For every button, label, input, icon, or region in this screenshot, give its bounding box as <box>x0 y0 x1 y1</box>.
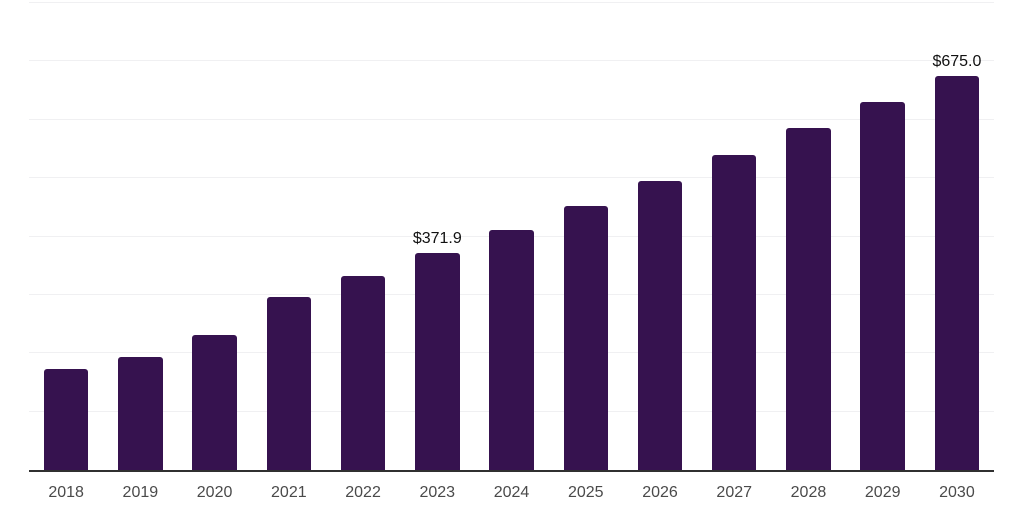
x-axis-label-2019: 2019 <box>122 484 159 501</box>
bar-slot-2019 <box>103 3 177 470</box>
bar-2030 <box>934 76 980 470</box>
bar-2020 <box>192 335 237 470</box>
bar-value-label-2023: $371.9 <box>412 229 462 247</box>
bar-slot-2027 <box>697 3 771 470</box>
bar-2021 <box>266 296 312 470</box>
x-axis-label-2021: 2021 <box>271 484 307 501</box>
bar-slot-2023: $371.9 <box>400 3 474 470</box>
bar-2022 <box>340 275 386 470</box>
x-axis-label-2018: 2018 <box>48 484 84 501</box>
bar-slot-2029 <box>846 3 920 470</box>
x-axis-label-2030: 2030 <box>939 484 975 501</box>
x-axis-label-2022: 2022 <box>345 484 381 501</box>
bar-slot-2022 <box>326 3 400 470</box>
bar-2018 <box>43 369 89 470</box>
bar-2023 <box>415 252 460 470</box>
gridline-800 <box>29 2 994 3</box>
bar-2029 <box>860 101 905 470</box>
bar-slot-2026 <box>623 3 697 470</box>
x-axis-label-2023: 2023 <box>419 484 456 501</box>
bar-2026 <box>637 180 683 470</box>
bar-slot-2024 <box>474 3 548 470</box>
bar-slot-2020 <box>177 3 251 470</box>
bar-2028 <box>786 127 831 470</box>
bar-slot-2025 <box>549 3 623 470</box>
x-axis-label-2027: 2027 <box>716 484 753 501</box>
bar-slot-2021 <box>252 3 326 470</box>
bar-slot-2028 <box>771 3 845 470</box>
gridline-700 <box>29 60 994 62</box>
bar-slot-2018 <box>29 3 103 470</box>
x-axis-label-2020: 2020 <box>196 484 233 501</box>
bar-value-label-2030: $675.0 <box>932 53 982 70</box>
bar-2025 <box>563 205 608 470</box>
x-axis-label-2029: 2029 <box>864 484 901 501</box>
plot-area: $371.9 $675.0 <box>29 2 994 472</box>
bar-2024 <box>489 229 534 470</box>
gridline-600 <box>29 118 994 120</box>
gridline-500 <box>29 177 994 179</box>
x-axis-label-2028: 2028 <box>790 484 827 501</box>
bar-2019 <box>118 357 163 470</box>
bar-2027 <box>711 154 757 470</box>
x-axis-labels: 2018 2019 2020 2021 2022 2023 2024 2025 2026 2027… <box>29 485 994 501</box>
x-axis-label-2025: 2025 <box>567 484 604 501</box>
bars-container: $371.9 $675.0 <box>29 3 994 470</box>
x-axis-label-2024: 2024 <box>493 484 530 501</box>
bar-slot-2030: $675.0 <box>920 3 994 470</box>
x-axis-label-2026: 2026 <box>642 484 678 501</box>
